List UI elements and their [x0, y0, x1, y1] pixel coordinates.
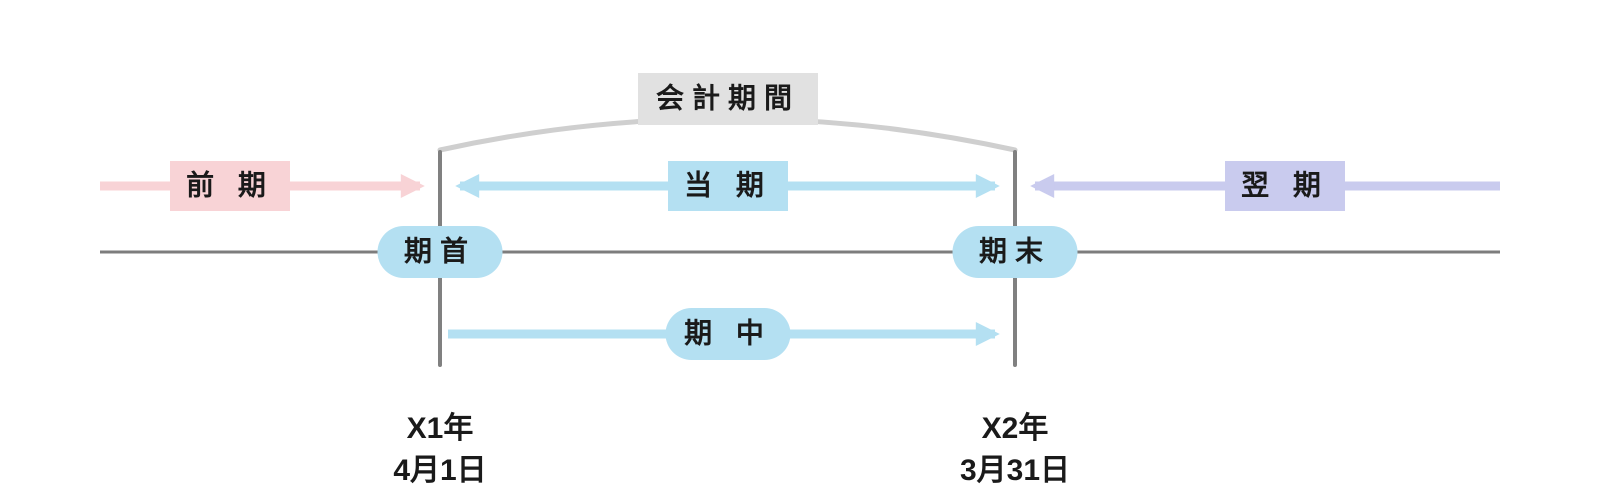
- start-date: 4月1日: [393, 454, 486, 487]
- accounting-period-label: 会計期間: [656, 81, 800, 113]
- mid-period-label: 期 中: [684, 317, 772, 348]
- period-start-label: 期首: [404, 235, 476, 266]
- start-year: X1年: [407, 412, 474, 445]
- end-year: X2年: [982, 412, 1049, 445]
- end-date: 3月31日: [960, 454, 1070, 487]
- period-end-label: 期末: [979, 235, 1051, 266]
- current-period-label: 当 期: [684, 169, 772, 200]
- next-period-label: 翌 期: [1241, 169, 1329, 200]
- previous-period-label: 前 期: [186, 168, 274, 200]
